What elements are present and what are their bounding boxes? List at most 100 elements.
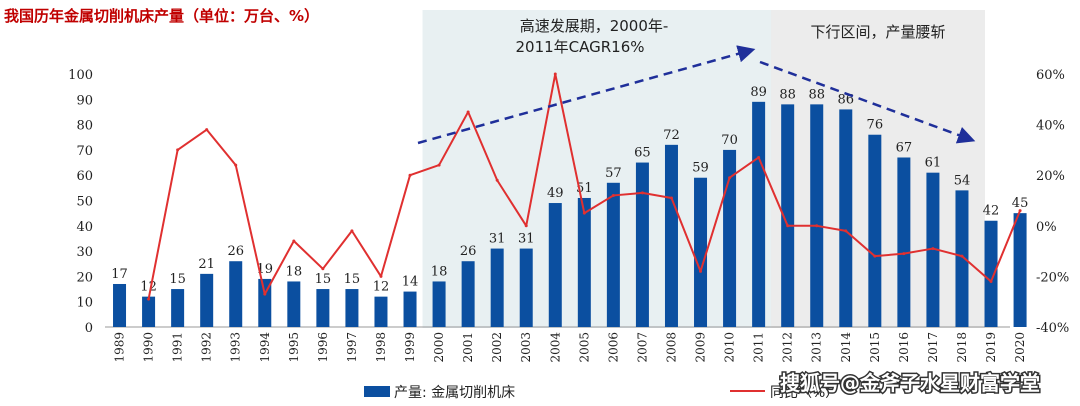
bar-value-label: 70 [721,133,738,148]
x-tick-label: 2011 [752,332,766,363]
bar [490,248,504,327]
yoy-point [931,247,935,251]
bar [287,281,301,327]
bar-value-label: 21 [198,257,215,272]
x-tick-label: 1991 [171,332,185,363]
bar-value-label: 15 [344,272,361,287]
bar [258,278,272,327]
x-tick-label: 2009 [694,332,708,363]
yoy-point [437,163,441,167]
bar [781,104,795,327]
bar [171,289,185,327]
x-tick-label: 1990 [142,332,156,363]
x-tick-label: 1995 [287,332,301,363]
bar [635,162,649,327]
bar [606,182,620,327]
watermark: 搜狐号@金斧子水星财富学堂 [779,370,1042,397]
bar-value-label: 76 [867,118,884,133]
bar-value-label: 49 [547,186,564,201]
bar-value-label: 26 [460,244,477,259]
y-left-tick-label: 30 [76,245,93,260]
bar-value-label: 59 [692,161,709,176]
yoy-point [989,279,993,283]
yoy-point [176,148,180,152]
x-tick-label: 1997 [345,332,359,363]
bar [984,220,998,327]
line-series [147,72,1022,301]
bar-value-label: 15 [169,272,186,287]
y-left-tick-label: 100 [68,68,93,83]
axes: 0 10 20 30 40 50 60 70 80 90 100 -40% -20% 0% 20% 40% 60… [68,68,1069,363]
yoy-point [902,252,906,256]
y-left-tick-label: 50 [76,195,93,210]
bar-value-label: 67 [896,140,913,155]
bar [694,177,708,327]
bar-value-label: 54 [954,173,971,188]
y-right-tick-label: -40% [1036,321,1069,336]
bar [868,134,882,327]
x-tick-label: 2003 [519,332,533,363]
bar-value-label: 17 [111,267,128,282]
yoy-point [728,176,732,180]
x-tick-label: 1996 [316,332,330,363]
yoy-point [1018,209,1022,213]
x-tick-label: 2002 [490,332,504,363]
bar [113,283,127,327]
period-label-decline: 下行区间，产量腰斩 [810,23,945,41]
yoy-point [379,274,383,278]
y-left-tick-label: 80 [76,119,93,134]
y-right-tick-label: 40% [1036,119,1065,134]
yoy-point [350,229,354,233]
x-tick-label: 2007 [635,332,649,363]
bar-value-label: 88 [808,87,825,102]
x-tick-label: 2014 [839,332,853,363]
x-tick-label: 2005 [577,332,591,363]
watermark-text: 搜狐号@金斧子水星财富学堂 [780,371,1040,395]
bar-value-label: 57 [605,166,622,181]
x-tick-label: 1992 [200,332,214,363]
yoy-point [234,163,238,167]
bar-value-label: 45 [1012,196,1029,211]
y-left-tick-label: 0 [85,321,93,336]
bar-value-label: 18 [431,264,448,279]
yoy-point [495,178,499,182]
legend-label-line: 同比（%） [770,385,839,401]
x-tick-label: 2000 [432,332,446,363]
bar-value-label: 65 [634,146,651,161]
bar [752,101,766,327]
x-tick-label: 1993 [229,332,243,363]
bar [432,281,446,327]
y-left-tick-label: 90 [76,93,93,108]
x-tick-label: 2017 [926,332,940,363]
bar [1013,213,1027,327]
yoy-point [669,196,673,200]
bar-value-label: 15 [315,272,332,287]
x-tick-label: 2016 [897,332,911,363]
y-right-tick-label: 0% [1036,220,1057,235]
x-tick-label: 2018 [955,332,969,363]
yoy-point [524,224,528,228]
bar [403,291,417,327]
bar-value-label: 42 [983,204,1000,219]
bar-value-label: 12 [373,280,390,295]
bar [345,289,359,327]
yoy-point [873,254,877,258]
x-tick-label: 2012 [781,332,795,363]
trend-arrows [417,45,976,145]
yoy-point [815,224,819,228]
bar [810,104,824,327]
uptrend-arrow [417,45,756,145]
bar [316,289,330,327]
yoy-point [263,292,267,296]
y-right-tick-label: 60% [1036,68,1065,83]
yoy-point [408,173,412,177]
annotations: 高速发展期，2000年- 2011年CAGR16% 下行区间，产量腰斩 [515,17,945,56]
x-tick-label: 2020 [1013,332,1027,363]
yoy-point [640,191,644,195]
bar-value-label: 18 [286,264,303,279]
bar [548,203,562,327]
yoy-point [321,267,325,271]
bar-value-label: 31 [489,232,506,247]
bar [142,296,156,327]
